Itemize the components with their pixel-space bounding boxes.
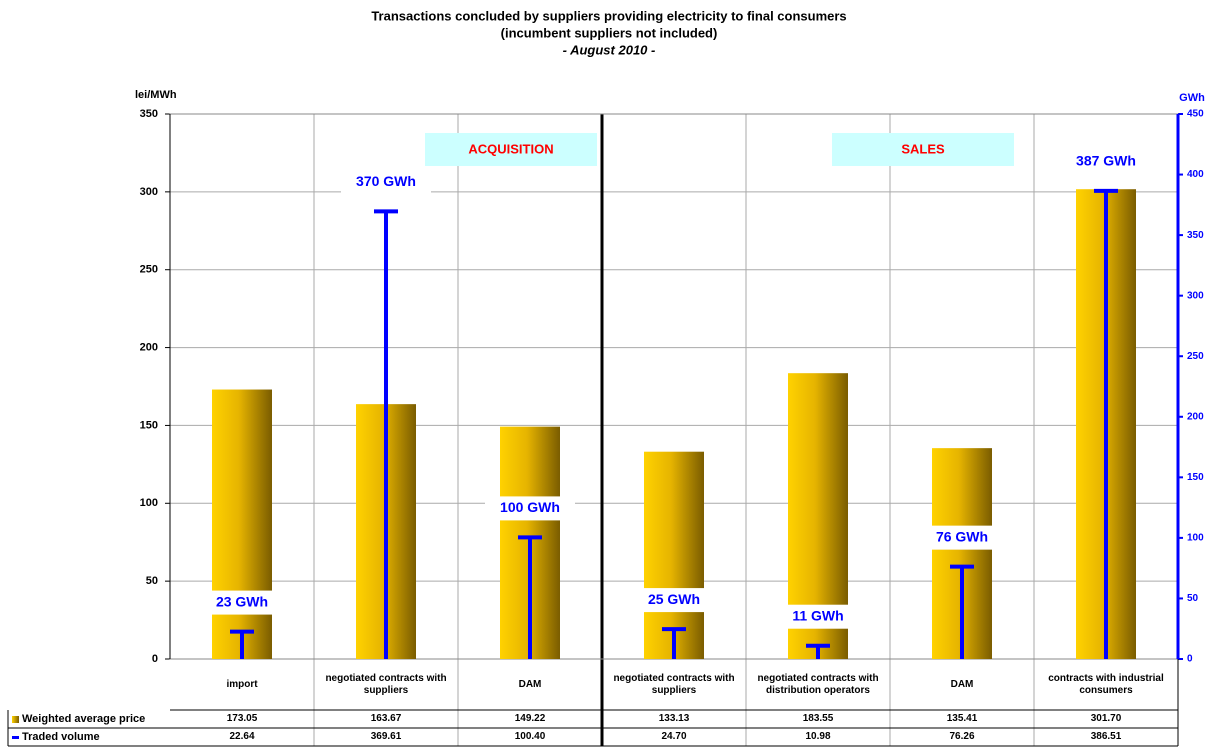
- table-value: 100.40: [514, 731, 546, 742]
- table-value: 173.05: [226, 713, 258, 724]
- table-value: 163.67: [370, 713, 402, 724]
- data-label-bg: [773, 604, 863, 629]
- y-axis-label: lei/MWh: [135, 89, 177, 101]
- data-label-bg: [629, 588, 719, 613]
- data-label-bg: [341, 170, 431, 195]
- annotation-box: [832, 133, 1014, 166]
- y2-tick-label: 400: [1187, 169, 1204, 180]
- table-value: 369.61: [370, 731, 402, 742]
- chart-title: Transactions concluded by suppliers prov…: [371, 8, 846, 23]
- data-label-bg: [1061, 149, 1151, 174]
- table-value: 22.64: [229, 731, 255, 742]
- chart-period: - August 2010 -: [563, 42, 656, 57]
- y-tick-label: 300: [140, 186, 158, 198]
- y2-tick-label: 450: [1187, 109, 1204, 120]
- volume-marker: [230, 629, 254, 659]
- legend-label: Weighted average price: [22, 713, 146, 725]
- chart-subtitle: (incumbent suppliers not included): [501, 25, 718, 40]
- y-tick-label: 50: [146, 575, 158, 587]
- data-label: 76 GWh: [936, 528, 988, 544]
- volume-marker: [806, 643, 830, 659]
- table-value: 301.70: [1090, 713, 1122, 724]
- data-label-bg: [197, 590, 287, 615]
- legend-key: [12, 715, 19, 723]
- category-label: import: [226, 678, 258, 690]
- y2-tick-label: 300: [1187, 290, 1204, 301]
- volume-marker: [374, 209, 398, 659]
- data-label-bg: [485, 496, 575, 521]
- y-tick-label: 0: [152, 653, 158, 665]
- price-bar: [644, 451, 704, 659]
- data-label: 387 GWh: [1076, 153, 1136, 169]
- volume-marker: [950, 564, 974, 659]
- y2-tick-label: 200: [1187, 411, 1204, 422]
- table-value: 133.13: [658, 713, 690, 724]
- table-value: 135.41: [946, 713, 978, 724]
- y2-tick-label: 150: [1187, 472, 1204, 483]
- legend-label: Traded volume: [22, 731, 100, 743]
- table-value: 183.55: [802, 713, 834, 724]
- volume-marker: [518, 535, 542, 659]
- category-label: DAM: [518, 678, 542, 690]
- annotation-box: [425, 133, 597, 166]
- volume-marker: [1094, 188, 1118, 659]
- y-tick-label: 150: [140, 419, 158, 431]
- legend-entry: Traded volume: [8, 728, 170, 746]
- volume-marker: [662, 627, 686, 659]
- data-label: 11 GWh: [792, 607, 843, 623]
- y2-tick-label: 100: [1187, 533, 1204, 544]
- data-label: 370 GWh: [356, 173, 416, 189]
- category-label: contracts with industrial consumers: [1048, 672, 1164, 696]
- y2-tick-label: 50: [1187, 593, 1199, 604]
- category-label: negotiated contracts with suppliers: [613, 672, 735, 696]
- y-tick-label: 350: [140, 108, 158, 120]
- category-label: DAM: [950, 678, 974, 690]
- table-value: 76.26: [949, 731, 975, 742]
- table-value: 24.70: [661, 731, 687, 742]
- y2-tick-label: 250: [1187, 351, 1204, 362]
- data-label: 23 GWh: [216, 593, 268, 609]
- annotation: SALES: [901, 141, 945, 156]
- y2-tick-label: 350: [1187, 230, 1204, 241]
- legend-entry: Weighted average price: [8, 710, 170, 728]
- y2-tick-label: 0: [1187, 654, 1193, 665]
- y-tick-label: 200: [140, 341, 158, 353]
- price-bar: [212, 389, 272, 659]
- category-label: negotiated contracts with suppliers: [325, 672, 447, 696]
- y2-axis-label: GWh: [1179, 92, 1205, 104]
- y-tick-label: 100: [140, 497, 158, 509]
- data-label: 100 GWh: [500, 499, 560, 515]
- table-value: 10.98: [805, 731, 831, 742]
- data-label-bg: [917, 525, 1007, 550]
- annotation: ACQUISITION: [468, 141, 553, 156]
- data-label: 25 GWh: [648, 591, 700, 607]
- y-tick-label: 250: [140, 264, 158, 276]
- legend-key: [12, 735, 19, 739]
- category-label: negotiated contracts with distribution o…: [757, 672, 879, 696]
- table-value: 149.22: [514, 713, 546, 724]
- table-value: 386.51: [1090, 731, 1122, 742]
